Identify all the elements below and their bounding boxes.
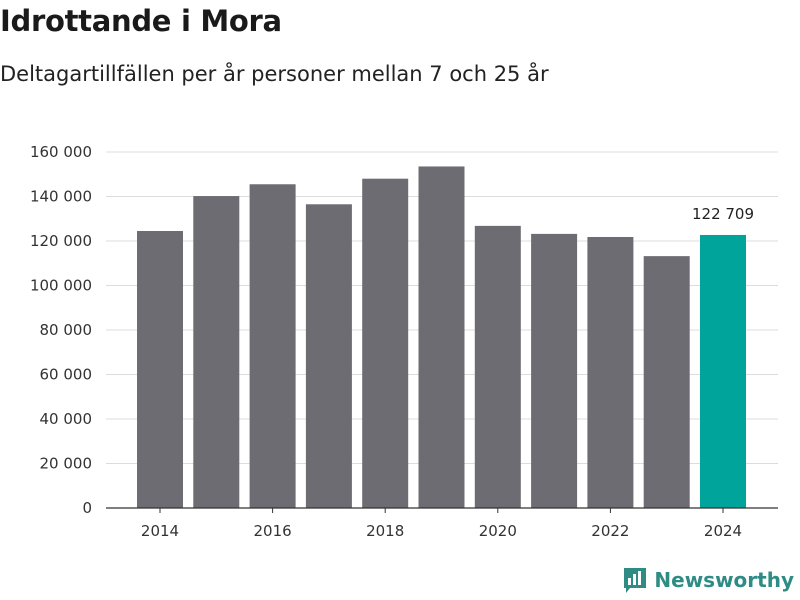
x-axis-ticks: 2014 2016 2018 2020 2022 2024 (141, 508, 742, 540)
y-tick-label: 40 000 (40, 410, 93, 428)
y-tick-label: 100 000 (30, 277, 92, 295)
newsworthy-logo-icon (624, 568, 647, 593)
x-tick-label: 2022 (591, 522, 629, 540)
y-tick-label: 80 000 (40, 321, 93, 339)
x-tick-label: 2024 (704, 522, 742, 540)
data-labels: 122 709 (692, 205, 754, 223)
bar-2020 (474, 225, 521, 508)
bar-2016 (249, 184, 296, 508)
bar-2014 (137, 230, 183, 509)
chart-subtitle: Deltagartillfällen per år personer mella… (0, 62, 549, 86)
y-tick-label: 0 (82, 499, 92, 517)
bar-2015 (193, 196, 240, 508)
bar-2023 (643, 256, 690, 508)
y-tick-label: 140 000 (30, 188, 92, 206)
y-tick-label: 60 000 (40, 366, 93, 384)
bar-2019 (418, 166, 465, 508)
bar-2017 (305, 204, 352, 508)
bar-2018 (362, 178, 409, 508)
bar-2024 (700, 234, 746, 508)
x-tick-label: 2018 (366, 522, 404, 540)
y-tick-label: 20 000 (40, 455, 93, 473)
bars (137, 166, 746, 509)
brand: Newsworthy (622, 566, 794, 594)
y-axis-ticks: 0 20 000 40 000 60 000 80 000 100 000 120 000 1… (30, 143, 92, 517)
y-tick-label: 160 000 (30, 143, 92, 161)
bar-2021 (531, 233, 578, 508)
x-tick-label: 2014 (141, 522, 179, 540)
brand-name: Newsworthy (654, 568, 794, 592)
chart-title: Idrottande i Mora (0, 4, 282, 38)
bar-chart: 0 20 000 40 000 60 000 80 000 100 000 120 000 1… (30, 143, 778, 540)
data-label-highlight: 122 709 (692, 205, 754, 223)
x-tick-label: 2020 (479, 522, 517, 540)
bar-2022 (587, 236, 634, 508)
x-tick-label: 2016 (254, 522, 292, 540)
y-tick-label: 120 000 (30, 232, 92, 250)
